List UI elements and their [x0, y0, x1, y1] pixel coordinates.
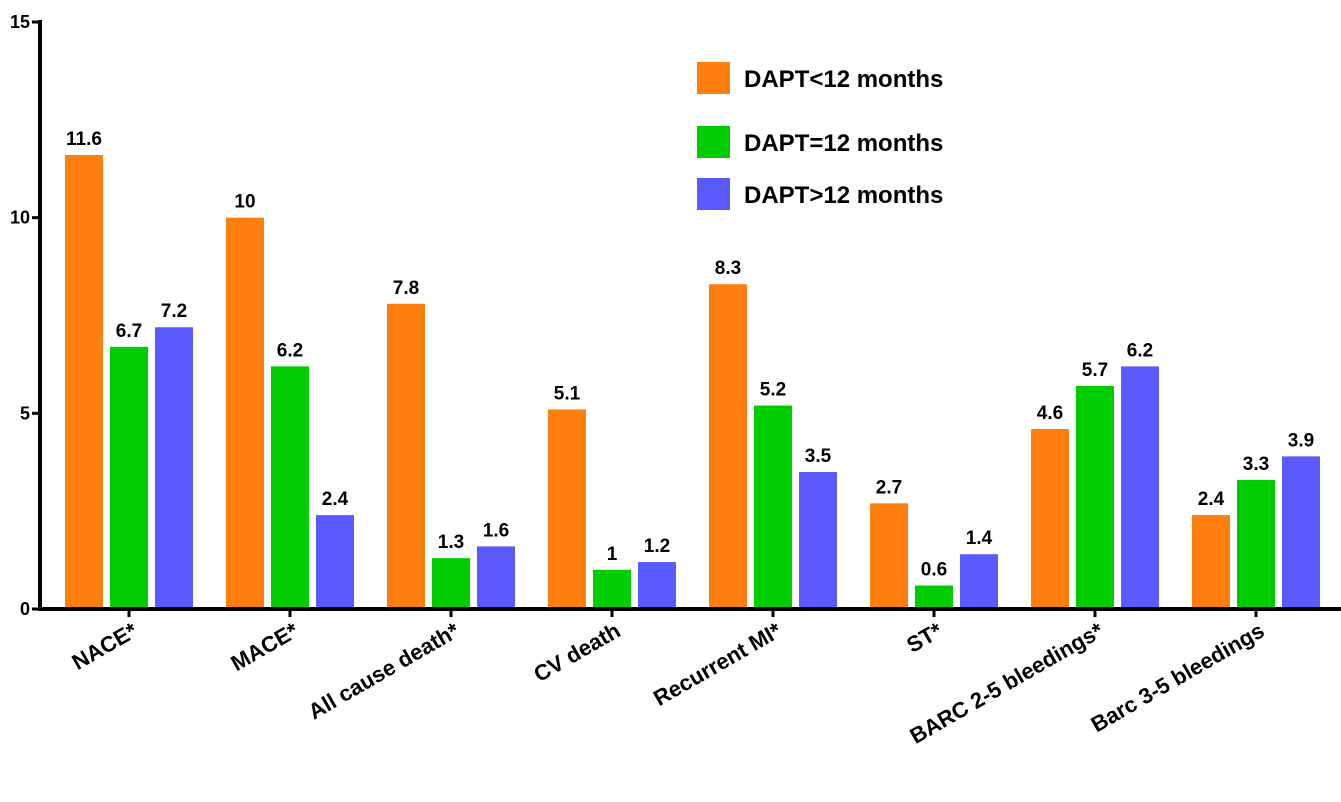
y-tick-label: 10 — [10, 208, 30, 228]
bar — [915, 585, 953, 609]
data-label: 7.8 — [393, 278, 419, 299]
x-tick-label: NACE* — [68, 617, 142, 674]
legend-label: DAPT>12 months — [744, 182, 943, 209]
y-tick-label: 0 — [20, 599, 30, 619]
data-label: 7.2 — [161, 301, 187, 322]
bar — [593, 569, 631, 609]
data-label: 3.5 — [805, 446, 832, 467]
legend-label: DAPT=12 months — [744, 130, 943, 157]
x-tick-label: All cause death* — [304, 617, 464, 724]
data-label: 5.1 — [554, 383, 581, 404]
bar — [316, 515, 354, 609]
data-label: 8.3 — [715, 258, 741, 279]
data-label: 5.2 — [760, 380, 786, 401]
legend-swatch — [697, 126, 730, 158]
bar — [548, 409, 586, 609]
bar — [477, 546, 515, 609]
bar — [1192, 515, 1230, 609]
x-tick-label: Recurrent MI* — [649, 617, 786, 710]
x-tick-label: MACE* — [226, 617, 302, 676]
data-label: 6.2 — [1127, 340, 1153, 361]
data-label: 1.4 — [966, 528, 993, 549]
bar — [432, 558, 470, 609]
bar — [1076, 385, 1114, 609]
data-label: 6.7 — [116, 321, 142, 342]
x-tick-label: CV death — [529, 618, 624, 687]
bar — [387, 303, 425, 609]
data-label: 3.9 — [1288, 430, 1314, 451]
data-label: 1.2 — [644, 536, 670, 557]
data-label: 2.7 — [876, 477, 902, 498]
data-label: 1.6 — [483, 520, 509, 541]
legend-item: DAPT=12 months — [697, 126, 943, 158]
data-label: 1 — [607, 544, 618, 565]
data-label: 6.2 — [277, 340, 303, 361]
bar — [65, 155, 103, 609]
x-tick-label: ST* — [902, 617, 947, 657]
bar — [271, 366, 309, 609]
bar — [1282, 456, 1320, 609]
bar — [226, 217, 264, 609]
data-labels-layer: 11.6 6.7 7.2 10 6.2 2.4 7.8 1.3 1.6 5.1 1 1.2 8.3 5.2… — [66, 129, 1314, 580]
bar — [870, 503, 908, 609]
y-tick-label: 5 — [20, 403, 30, 423]
legend-item: DAPT<12 months — [697, 62, 943, 94]
bar — [1237, 479, 1275, 609]
x-tick-label: Barc 3-5 bleedings — [1087, 618, 1269, 737]
bar — [799, 472, 837, 609]
bar — [960, 554, 998, 609]
bar — [155, 327, 193, 609]
legend-swatch — [697, 62, 730, 94]
data-label: 2.4 — [322, 489, 349, 510]
data-label: 5.7 — [1082, 360, 1108, 381]
bar — [1031, 428, 1069, 609]
data-label: 11.6 — [66, 129, 102, 150]
legend-label: DAPT<12 months — [744, 66, 943, 93]
data-label: 10 — [234, 192, 255, 213]
legend: DAPT<12 months DAPT=12 months DAPT>12 mont… — [697, 62, 943, 210]
data-label: 0.6 — [921, 560, 947, 581]
data-label: 4.6 — [1037, 403, 1063, 424]
bar — [110, 346, 148, 609]
bar — [754, 405, 792, 609]
bars-layer — [65, 155, 1320, 609]
data-label: 1.3 — [438, 532, 464, 553]
data-label: 3.3 — [1243, 454, 1269, 475]
y-tick-label: 15 — [10, 12, 30, 32]
bar — [638, 562, 676, 609]
bar — [709, 284, 747, 609]
legend-item: DAPT>12 months — [697, 178, 943, 210]
data-label: 2.4 — [1198, 489, 1225, 510]
bar — [1121, 366, 1159, 609]
legend-swatch — [697, 178, 730, 210]
